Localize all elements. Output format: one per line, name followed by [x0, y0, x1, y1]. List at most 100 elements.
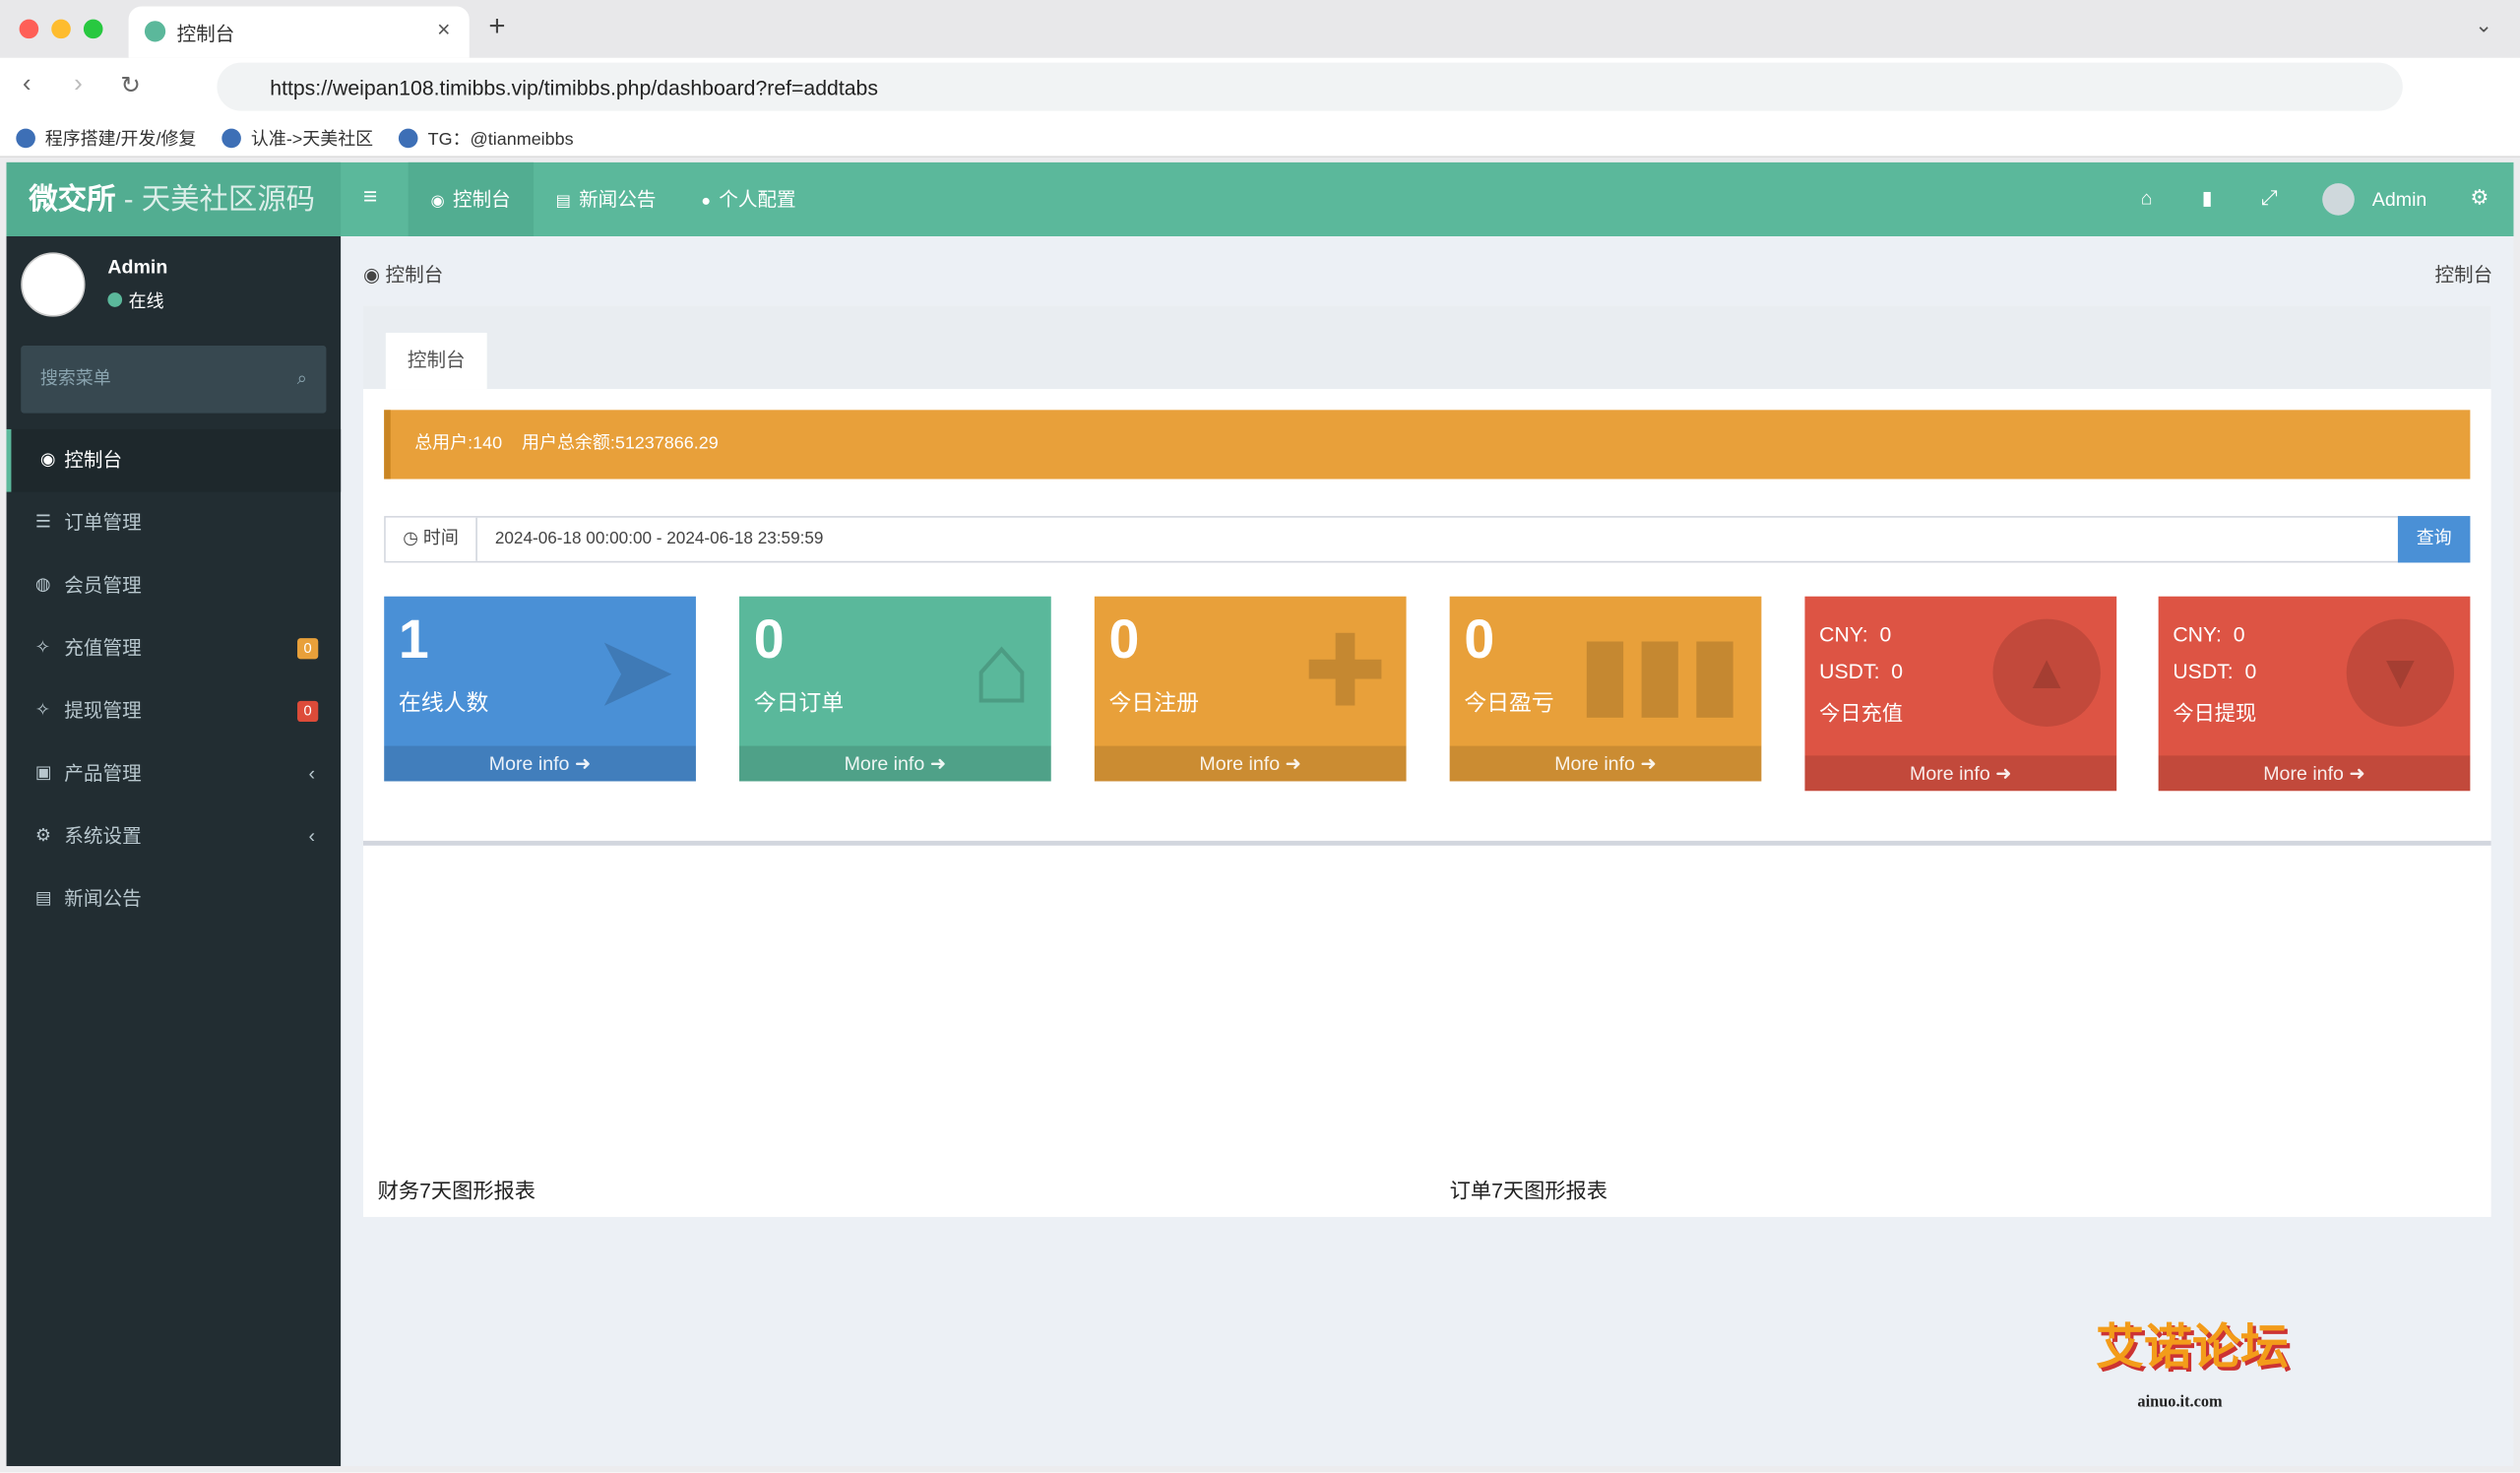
- tab-title: 控制台: [176, 22, 235, 45]
- brand[interactable]: 微交所 - 天美社区源码: [6, 161, 342, 236]
- brand-name: 微交所: [29, 183, 116, 216]
- bookmark[interactable]: 程序搭建/开发/修复: [16, 124, 196, 153]
- menu-item[interactable]: ⚙ 系统设置 ‹: [7, 805, 342, 868]
- alert: 总用户:140 用户总余额:51237866.29: [384, 410, 2471, 480]
- stat-label: 今日盈亏: [1464, 689, 1554, 716]
- menu-item[interactable]: ☰ 订单管理: [7, 492, 342, 555]
- fullscreen-icon[interactable]: ⤢: [2261, 184, 2279, 210]
- menu-badge: 0: [297, 638, 319, 660]
- menu-icon: ▤: [34, 888, 52, 909]
- menu-item[interactable]: ▣ 产品管理 ‹: [7, 742, 342, 805]
- money-line: CNY: 0: [2173, 622, 2244, 646]
- money-icon: ▲: [1992, 618, 2101, 727]
- stat-icon: ▮▮▮: [1577, 616, 1742, 729]
- menu-label: 产品管理: [64, 761, 142, 785]
- menu-label: 提现管理: [64, 699, 142, 723]
- menu-item[interactable]: ✧ 提现管理 0: [7, 680, 342, 743]
- menu-icon: ◍: [34, 575, 51, 596]
- app: 微交所 - 天美社区源码 ≡ ◉ 控制台 ▤ 新闻公告 ● 个人配置 ⌂ ▮ ⤢ Admi…: [6, 161, 2514, 1466]
- new-tab[interactable]: +: [488, 9, 506, 42]
- divider: [362, 840, 2491, 846]
- panel-tab[interactable]: 控制台: [385, 332, 487, 390]
- header-user[interactable]: Admin: [2371, 188, 2427, 211]
- more-info[interactable]: More info ➜: [384, 745, 696, 782]
- menu-item[interactable]: ◉ 控制台: [6, 428, 342, 492]
- more-info-text: More info: [1910, 761, 1990, 785]
- nav-item[interactable]: ◉ 控制台: [408, 161, 534, 236]
- menu-item[interactable]: ✧ 充值管理 0: [7, 617, 342, 680]
- stat-icon: ✚: [1303, 616, 1387, 729]
- query-button[interactable]: 查询: [2397, 516, 2471, 563]
- close-dot[interactable]: [19, 19, 39, 39]
- min-dot[interactable]: [51, 19, 71, 39]
- tab[interactable]: 控制台 ×: [128, 6, 470, 58]
- bookmark-label: 认准->天美社区: [250, 130, 374, 150]
- menu-label: 订单管理: [64, 511, 142, 535]
- max-dot[interactable]: [83, 19, 103, 39]
- money-line-space: [2234, 659, 2245, 682]
- tab-menu[interactable]: ⌄: [2475, 13, 2493, 37]
- reload[interactable]: ↻: [120, 72, 141, 100]
- nav-label: 个人配置: [719, 188, 796, 211]
- menu-label: 控制台: [64, 448, 123, 472]
- nav-icon: ◉: [430, 192, 445, 211]
- bookmark-label: TG：@tianmeibbs: [427, 130, 574, 150]
- alert-balance: 用户总余额:51237866.29: [522, 433, 719, 454]
- brand-suffix: - 天美社区源码: [123, 183, 316, 216]
- money-box: ▲ CNY: 0 USDT: 0 今日充值 More info ➜: [1804, 596, 2117, 792]
- sidebar: Admin 在线 搜索菜单 ⌕ ◉ 控制台 ☰ 订单管理 ◍ 会员管理 ✧ 充值管理 0 ✧ 提现管理…: [6, 235, 342, 1466]
- stat-box: ⌂ 0 今日订单 More info ➜: [739, 596, 1051, 782]
- nav-icon: ●: [701, 192, 712, 211]
- nav-icon: ▤: [555, 192, 571, 211]
- alert-users: 总用户:140: [414, 433, 503, 454]
- more-info[interactable]: More info ➜: [1804, 755, 2117, 792]
- bookmark[interactable]: TG：@tianmeibbs: [399, 124, 574, 153]
- menu-icon: ◉: [39, 450, 56, 470]
- nav: ◉ 控制台 ▤ 新闻公告 ● 个人配置: [408, 161, 819, 236]
- filter-label: ◷ 时间: [385, 517, 477, 561]
- menu-icon: ⚙: [34, 826, 52, 846]
- breadcrumb-right: 控制台: [2434, 263, 2493, 287]
- date-range[interactable]: 2024-06-18 00:00:00 - 2024-06-18 23:59:5…: [494, 529, 824, 548]
- menu-label: 充值管理: [64, 636, 142, 660]
- trash-icon[interactable]: ▮: [2201, 186, 2213, 210]
- sidebar-toggle[interactable]: ≡: [362, 183, 378, 211]
- breadcrumb: ◉ 控制台: [362, 263, 444, 287]
- bookmarks-bar: 程序搭建/开发/修复 认准->天美社区 TG：@tianmeibbs: [16, 124, 574, 153]
- forward[interactable]: ›: [74, 70, 83, 98]
- money-line-label: USDT:: [2173, 659, 2234, 683]
- menu-item[interactable]: ▤ 新闻公告: [7, 868, 342, 931]
- more-info[interactable]: More info ➜: [1449, 745, 1762, 782]
- menu-icon: ✧: [34, 700, 50, 721]
- menu-item[interactable]: ◍ 会员管理: [7, 554, 342, 617]
- address-bar[interactable]: https://weipan108.timibbs.vip/timibbs.ph…: [217, 62, 2403, 111]
- money-line-value: 0: [2244, 659, 2257, 683]
- stat-value: 0: [753, 608, 785, 671]
- money-box: ▼ CNY: 0 USDT: 0 今日提现 More info ➜: [2158, 596, 2471, 792]
- tab-close[interactable]: ×: [437, 16, 451, 42]
- nav-item[interactable]: ● 个人配置: [678, 162, 818, 236]
- more-info-icon: ➜: [569, 752, 592, 775]
- menu-icon: ▣: [34, 763, 52, 784]
- money-line-label: CNY:: [2173, 621, 2222, 647]
- money-label: 今日充值: [1819, 700, 1904, 726]
- settings-icon[interactable]: ⚙: [2470, 184, 2489, 210]
- more-info[interactable]: More info ➜: [739, 745, 1051, 782]
- avatar[interactable]: [2322, 183, 2355, 216]
- home-icon[interactable]: ⌂: [2140, 186, 2153, 210]
- menu-icon: ☰: [34, 512, 52, 533]
- money-line: USDT: 0: [1819, 659, 1903, 682]
- header: 微交所 - 天美社区源码 ≡ ◉ 控制台 ▤ 新闻公告 ● 个人配置 ⌂ ▮ ⤢ Admi…: [6, 161, 2514, 236]
- bookmark[interactable]: 认准->天美社区: [221, 124, 374, 153]
- search[interactable]: 搜索菜单 ⌕: [21, 346, 327, 414]
- chart-title: 订单7天图形报表: [1450, 1179, 1607, 1202]
- back[interactable]: ‹: [22, 70, 32, 98]
- menu-arrow: ‹: [308, 761, 315, 785]
- money-label: 今日提现: [2173, 700, 2257, 726]
- more-info[interactable]: More info ➜: [2158, 755, 2471, 792]
- search-placeholder: 搜索菜单: [39, 369, 111, 390]
- nav-item[interactable]: ▤ 新闻公告: [534, 162, 679, 236]
- more-info[interactable]: More info ➜: [1094, 745, 1407, 782]
